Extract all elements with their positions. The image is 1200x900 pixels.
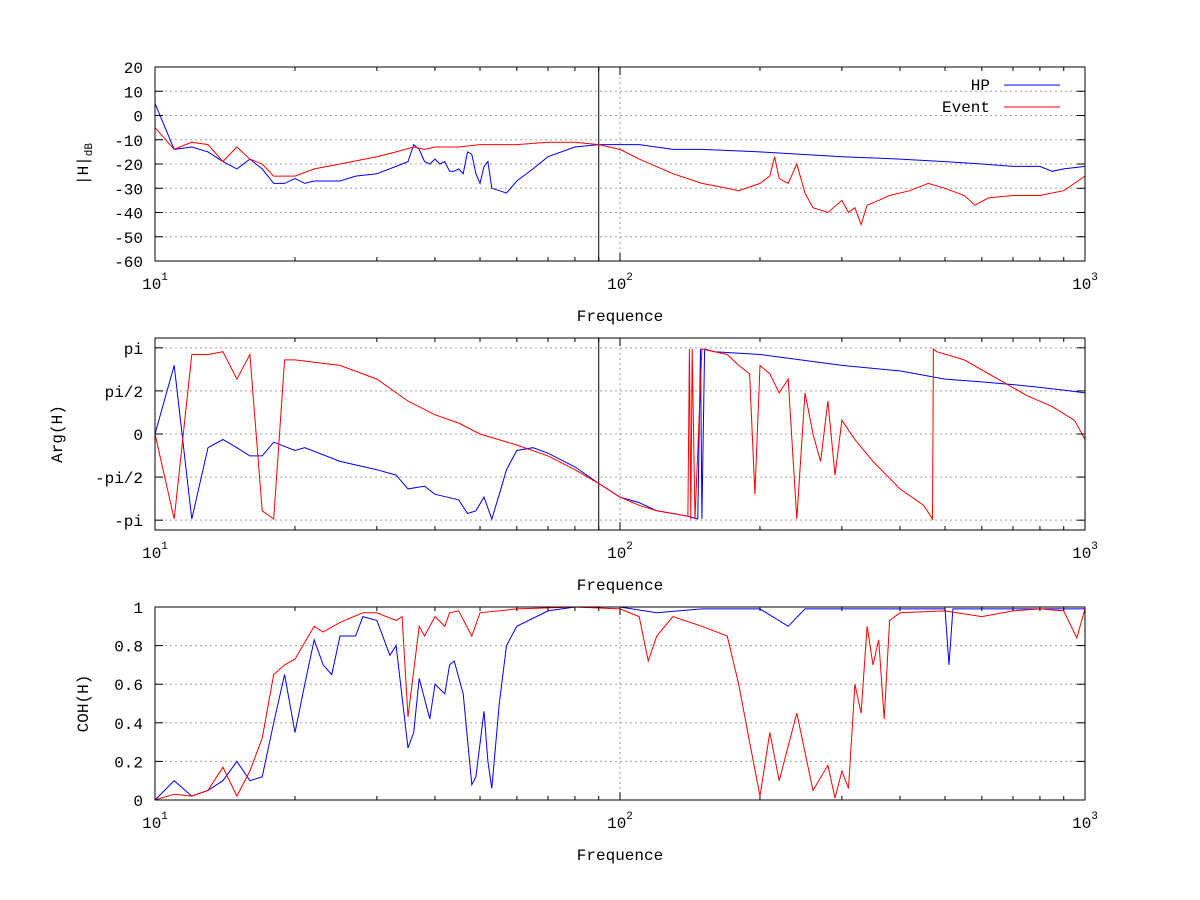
magnitude-y-tick-label: -30 bbox=[114, 181, 143, 199]
magnitude-grid bbox=[155, 67, 1085, 261]
phase-x-tick-label: 101 bbox=[142, 541, 168, 563]
coherence-y-ticks: 1 0.8 0.6 0.4 0.2 0 bbox=[114, 600, 1085, 811]
coherence-y-tick-label: 0.4 bbox=[114, 716, 143, 734]
phase-y-tick-label: pi/2 bbox=[105, 384, 143, 402]
coherence-series-event bbox=[154, 606, 1086, 801]
magnitude-y-tick-label: -50 bbox=[114, 230, 143, 248]
phase-series-hp bbox=[154, 348, 1086, 521]
phase-grid bbox=[155, 338, 1085, 530]
coherence-series-hp bbox=[154, 606, 1085, 801]
coherence-y-tick-label: 0.2 bbox=[114, 754, 143, 772]
magnitude-plot bbox=[154, 67, 1086, 261]
coherence-panel: 1 0.8 0.6 0.4 0.2 0 101 102 103 Frequence COH(H… bbox=[75, 600, 1098, 865]
phase-y-axis-label: Arg(H) bbox=[49, 405, 67, 463]
coherence-plot bbox=[154, 606, 1086, 801]
phase-panel: pi pi/2 0 -pi/2 -pi 101 102 103 Frequence Arg(… bbox=[49, 337, 1098, 595]
coherence-y-axis-label: COH(H) bbox=[75, 675, 93, 733]
legend-label-event: Event bbox=[942, 99, 990, 117]
magnitude-y-tick-label: 20 bbox=[124, 60, 143, 78]
phase-x-tick-label: 103 bbox=[1072, 541, 1098, 563]
magnitude-y-tick-label: 0 bbox=[133, 109, 143, 127]
magnitude-y-axis-label-main: |H| bbox=[75, 156, 93, 185]
magnitude-series-hp bbox=[154, 103, 1086, 194]
phase-y-tick-label: pi bbox=[124, 341, 143, 359]
coherence-x-ticks: 101 102 103 bbox=[142, 607, 1098, 833]
phase-y-ticks: pi pi/2 0 -pi/2 -pi bbox=[95, 341, 1085, 531]
magnitude-y-axis-label: |H|dB bbox=[75, 143, 96, 185]
phase-y-tick-label: -pi bbox=[114, 513, 143, 531]
phase-x-axis-label: Frequence bbox=[577, 577, 663, 595]
phase-plot bbox=[154, 338, 1086, 530]
magnitude-y-axis-label-sub: dB bbox=[84, 143, 96, 157]
magnitude-x-ticks: 101 102 103 bbox=[142, 67, 1098, 294]
magnitude-x-tick-label: 101 bbox=[142, 272, 168, 294]
coherence-y-tick-label: 1 bbox=[133, 600, 143, 618]
phase-y-axis-label-main: Arg(H) bbox=[49, 405, 67, 463]
phase-x-ticks: 101 102 103 bbox=[142, 338, 1098, 563]
magnitude-panel: 20 10 0 -10 -20 -30 -40 -50 -60 101 102 103 Freque… bbox=[75, 60, 1098, 326]
legend: HP Event bbox=[942, 77, 1060, 117]
phase-x-tick-label: 102 bbox=[607, 541, 633, 563]
magnitude-y-tick-label: 10 bbox=[124, 84, 143, 102]
magnitude-y-ticks: 20 10 0 -10 -20 -30 -40 -50 -60 bbox=[114, 60, 1085, 272]
legend-label-hp: HP bbox=[971, 77, 990, 95]
magnitude-y-tick-label: -10 bbox=[114, 133, 143, 151]
coherence-x-tick-label: 103 bbox=[1072, 811, 1098, 833]
coherence-x-axis-label: Frequence bbox=[577, 847, 663, 865]
phase-y-tick-label: 0 bbox=[133, 427, 143, 445]
magnitude-y-tick-label: -20 bbox=[114, 157, 143, 175]
coherence-y-tick-label: 0.6 bbox=[114, 677, 143, 695]
coherence-x-tick-label: 102 bbox=[607, 811, 633, 833]
coherence-x-tick-label: 101 bbox=[142, 811, 168, 833]
magnitude-y-tick-label: -60 bbox=[114, 254, 143, 272]
magnitude-x-tick-label: 103 bbox=[1072, 272, 1098, 294]
phase-y-tick-label: -pi/2 bbox=[95, 470, 143, 488]
magnitude-series-event bbox=[154, 127, 1086, 227]
coherence-y-tick-label: 0 bbox=[133, 793, 143, 811]
phase-series-event bbox=[154, 347, 1086, 521]
coherence-grid bbox=[155, 607, 1085, 800]
coherence-y-axis-label-main: COH(H) bbox=[75, 675, 93, 733]
magnitude-y-tick-label: -40 bbox=[114, 206, 143, 224]
coherence-y-tick-label: 0.8 bbox=[114, 639, 143, 657]
magnitude-x-axis-label: Frequence bbox=[577, 308, 663, 326]
magnitude-x-tick-label: 102 bbox=[607, 272, 633, 294]
